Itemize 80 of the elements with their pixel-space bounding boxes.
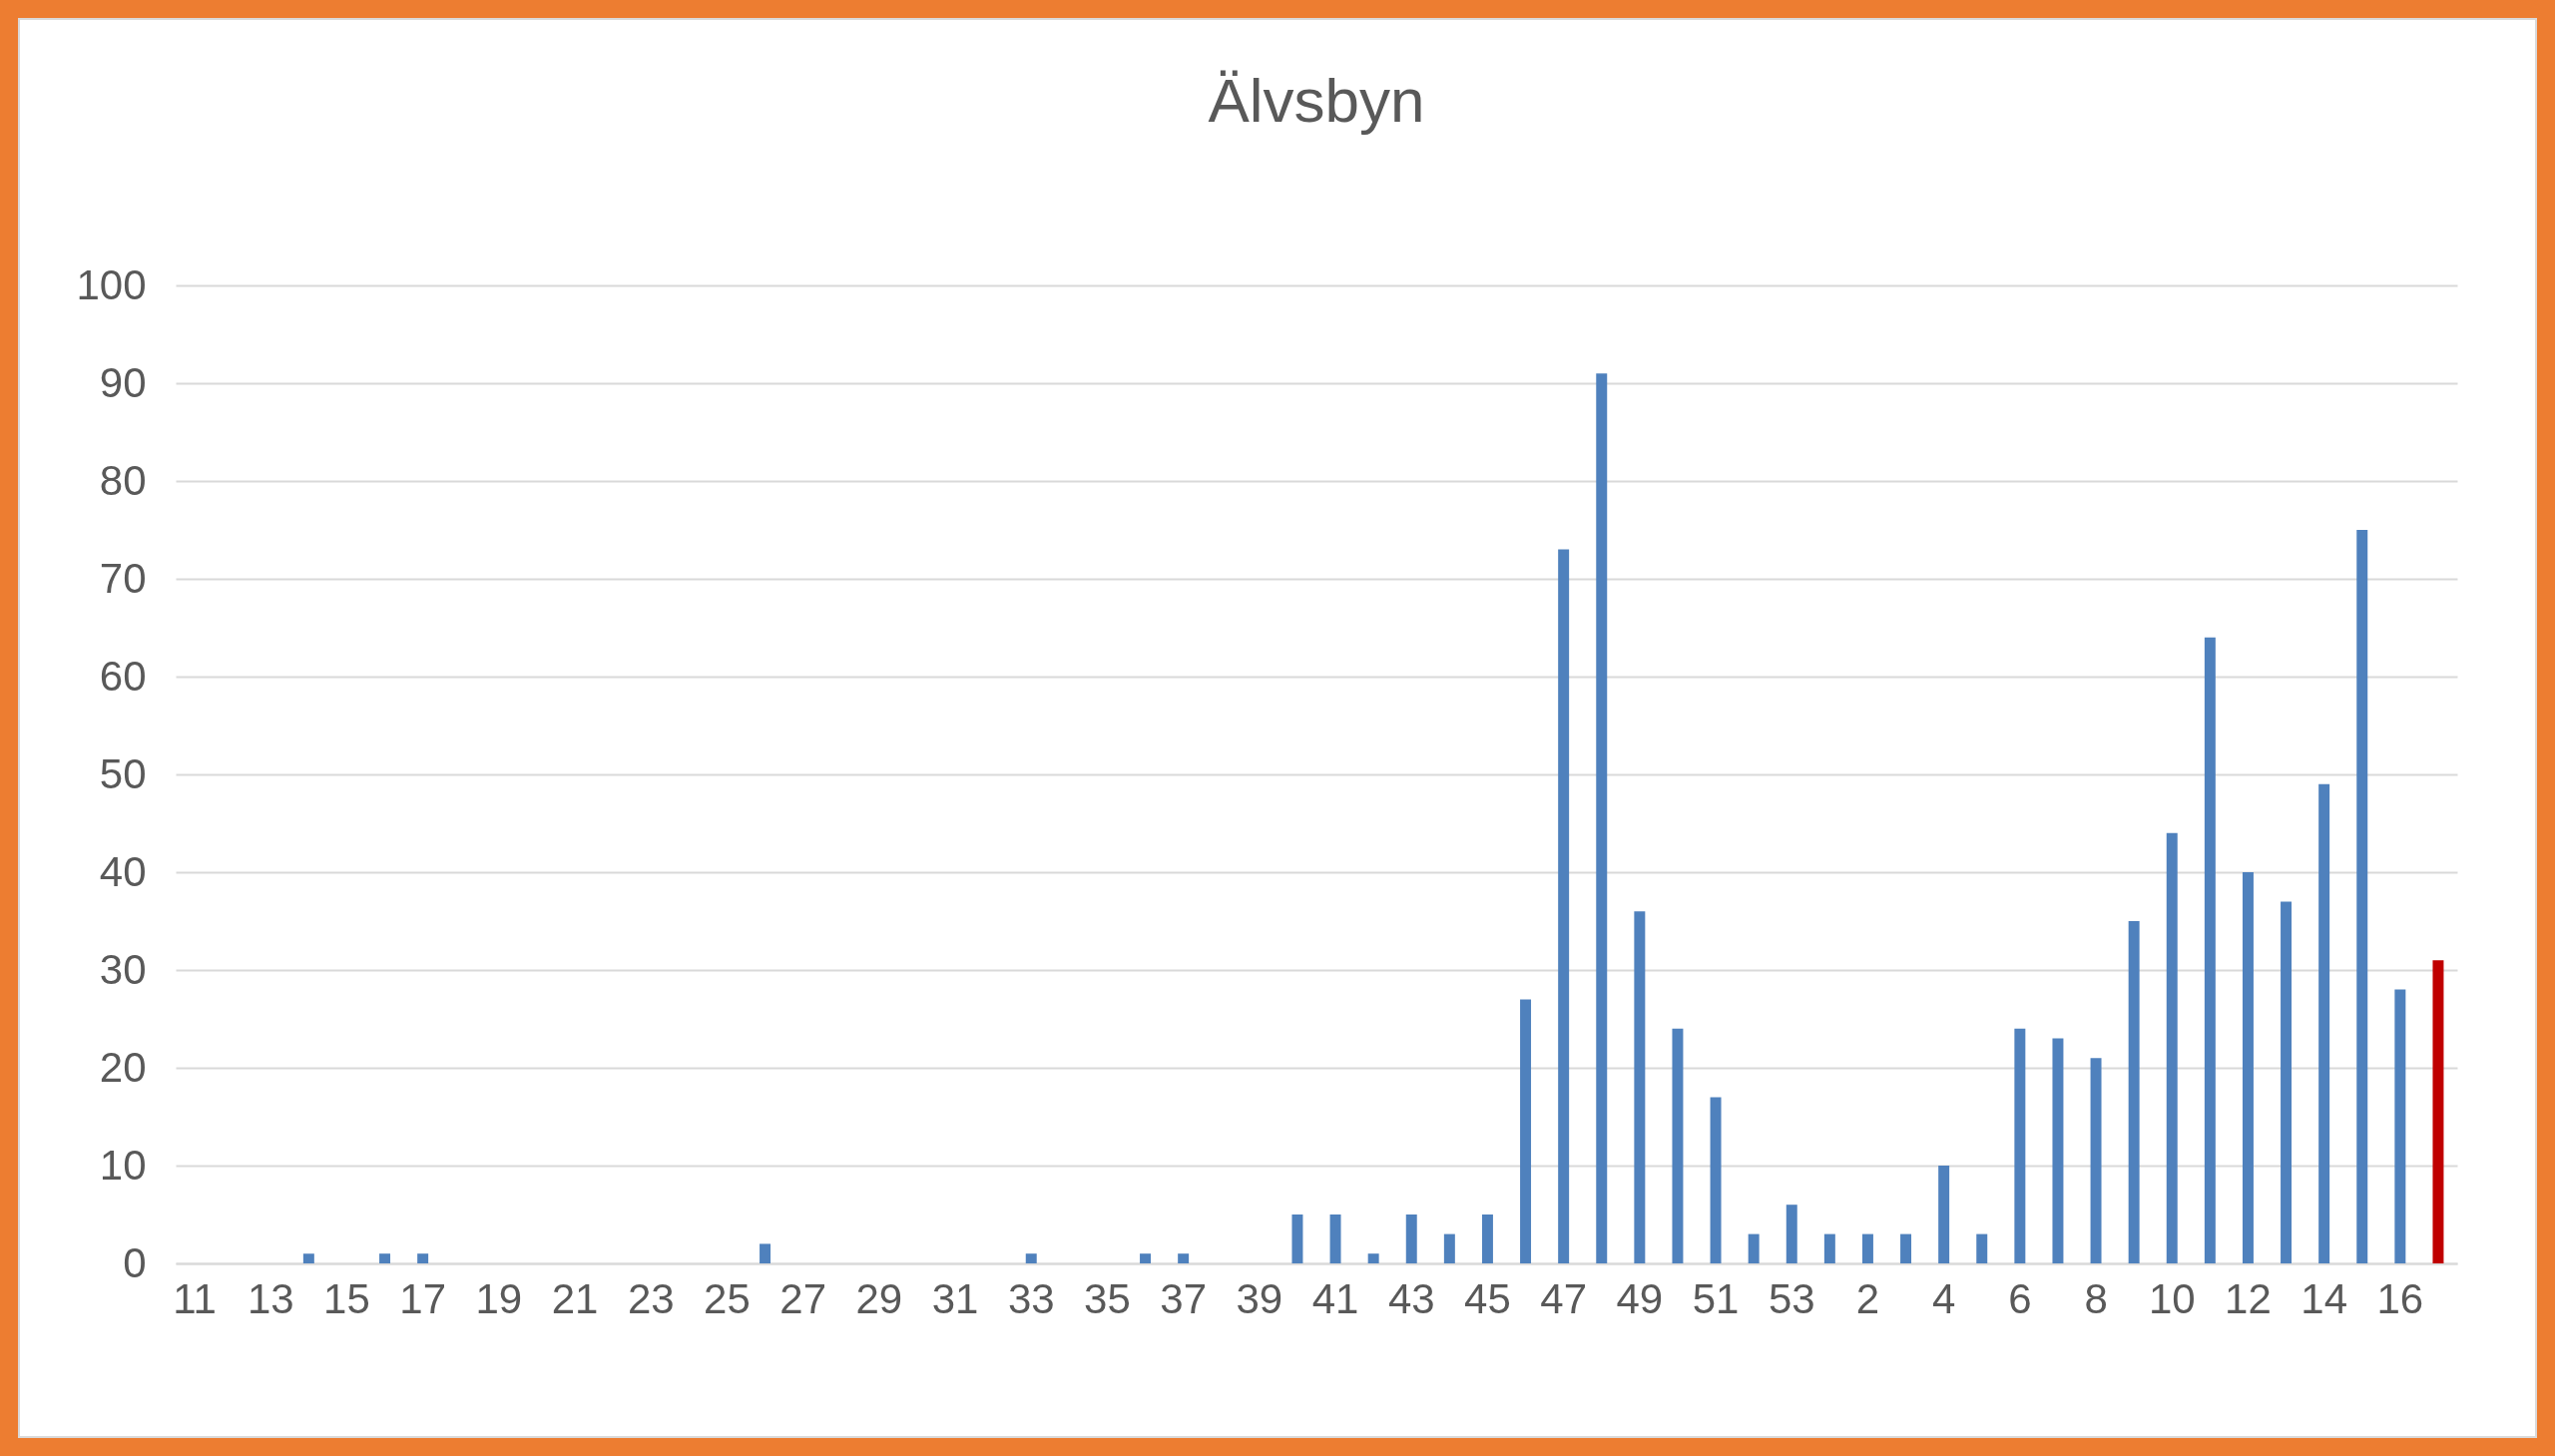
bar — [1558, 549, 1570, 1263]
x-tick-label: 16 — [2376, 1274, 2424, 1322]
bar — [1596, 373, 1608, 1263]
bar — [1329, 1214, 1341, 1263]
x-tick-label: 21 — [551, 1274, 599, 1322]
x-tick-label: 41 — [1311, 1274, 1359, 1322]
bar — [2432, 960, 2444, 1263]
x-tick-label: 37 — [1160, 1274, 1208, 1322]
bar — [1443, 1233, 1455, 1263]
x-tick-label: 4 — [1931, 1274, 1956, 1322]
y-tick-label: 70 — [99, 554, 147, 602]
x-tick-label: 47 — [1540, 1274, 1588, 1322]
x-tick-label: 19 — [475, 1274, 523, 1322]
bar — [302, 1253, 314, 1263]
bar — [2356, 530, 2368, 1263]
y-tick-label: 60 — [99, 652, 147, 700]
bar — [2128, 921, 2140, 1263]
bar — [2204, 637, 2216, 1263]
y-tick-label: 20 — [99, 1043, 147, 1091]
bar — [1520, 999, 1532, 1263]
bar — [1861, 1233, 1873, 1263]
x-tick-label: 8 — [2084, 1274, 2108, 1322]
bar — [1405, 1214, 1417, 1263]
y-tick-label: 0 — [123, 1238, 147, 1286]
bar — [379, 1253, 391, 1263]
y-tick-label: 30 — [99, 945, 147, 993]
x-tick-label: 35 — [1084, 1274, 1131, 1322]
x-tick-label: 45 — [1464, 1274, 1511, 1322]
x-tick-label: 14 — [2300, 1274, 2348, 1322]
bar — [2090, 1058, 2102, 1263]
x-tick-label: 51 — [1692, 1274, 1740, 1322]
bar — [2394, 989, 2406, 1263]
x-tick-label: 23 — [627, 1274, 675, 1322]
bar — [1140, 1253, 1152, 1263]
bar — [1748, 1233, 1760, 1263]
bar — [1291, 1214, 1303, 1263]
x-tick-label: 25 — [704, 1274, 751, 1322]
x-tick-label: 43 — [1387, 1274, 1435, 1322]
bar — [2318, 783, 2330, 1263]
x-tick-label: 31 — [931, 1274, 979, 1322]
x-tick-label: 12 — [2225, 1274, 2272, 1322]
y-tick-label: 50 — [99, 749, 147, 797]
y-tick-label: 90 — [99, 358, 147, 406]
x-tick-label: 39 — [1236, 1274, 1283, 1322]
x-tick-label: 11 — [173, 1274, 217, 1322]
bar — [417, 1253, 429, 1263]
x-tick-label: 33 — [1007, 1274, 1055, 1322]
bar — [2014, 1028, 2026, 1263]
bar — [1634, 911, 1646, 1263]
x-tick-label: 13 — [247, 1274, 294, 1322]
x-tick-label: 29 — [855, 1274, 903, 1322]
y-tick-label: 10 — [99, 1141, 147, 1189]
x-tick-label: 49 — [1616, 1274, 1664, 1322]
bar — [2281, 901, 2293, 1263]
x-tick-label: 6 — [2008, 1274, 2032, 1322]
bar — [2052, 1038, 2064, 1263]
x-tick-label: 27 — [779, 1274, 827, 1322]
y-tick-label: 80 — [99, 456, 147, 504]
bar — [1938, 1166, 1950, 1263]
bar — [2166, 832, 2178, 1263]
x-tick-label: 10 — [2148, 1274, 2196, 1322]
bar — [2242, 872, 2254, 1263]
bar — [1976, 1233, 1988, 1263]
y-tick-label: 40 — [99, 847, 147, 895]
x-tick-label: 17 — [399, 1274, 447, 1322]
bar — [760, 1243, 771, 1263]
bar — [1367, 1253, 1379, 1263]
bar — [1025, 1253, 1037, 1263]
bar — [1672, 1028, 1684, 1263]
x-tick-label: 53 — [1768, 1274, 1815, 1322]
bar — [1823, 1233, 1835, 1263]
bar — [1710, 1097, 1722, 1263]
bar — [1900, 1233, 1912, 1263]
chart-title: Älvsbyn — [1208, 66, 1425, 135]
bar — [1786, 1205, 1797, 1263]
y-tick-label: 100 — [76, 260, 147, 308]
bar — [1178, 1253, 1190, 1263]
x-tick-label: 15 — [323, 1274, 370, 1322]
x-tick-label: 2 — [1855, 1274, 1880, 1322]
bar — [1481, 1214, 1493, 1263]
